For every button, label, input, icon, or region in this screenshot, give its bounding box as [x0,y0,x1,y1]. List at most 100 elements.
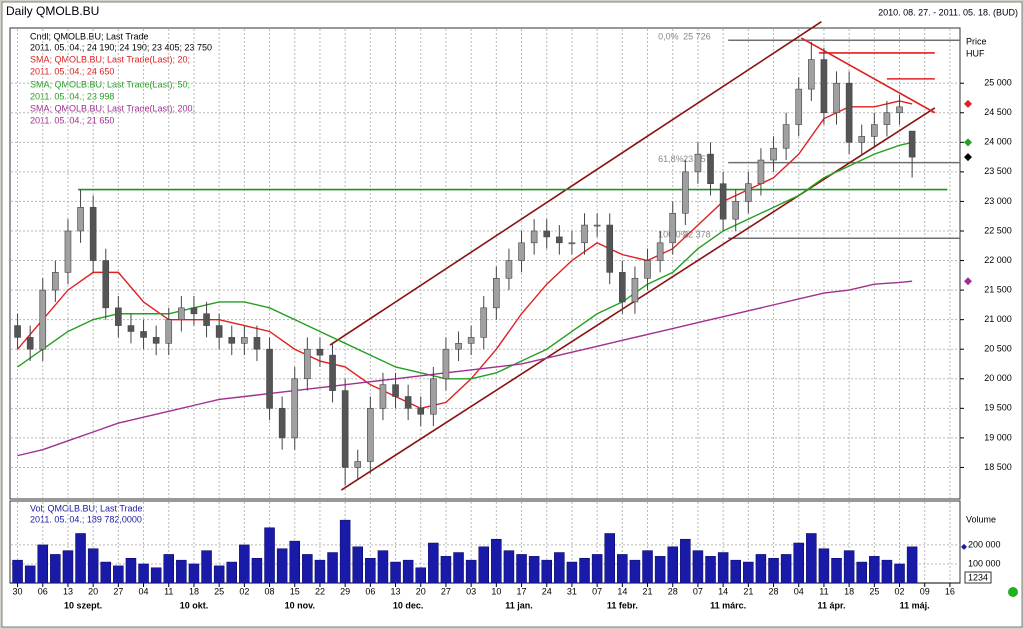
volume-bar [201,550,212,584]
legend-candle: Cndl; QMOLB.BU; Last Trade [30,31,149,41]
month-label: 10 szept. [64,600,102,610]
candle-body [64,230,72,273]
volume-bar [617,554,628,584]
candle-body [102,260,110,309]
volume-bar [717,552,729,584]
candle-body [606,224,614,273]
sma-line [17,280,913,457]
candle-body [782,124,790,149]
volume-bar [491,538,502,584]
x-tick-label: 13 [391,586,401,596]
legend-sma50: SMA; QMOLB.BU; Last Trade(Last); 50; [30,79,190,89]
volume-bar [239,544,250,584]
y-tick-label: 24 500 [984,107,1012,117]
x-tick-label: 06 [38,586,48,596]
candle-body [757,159,765,184]
candle-body [669,212,677,244]
volume-bar [390,561,401,584]
fib-level: 0,0% [658,32,679,42]
candle-body [820,59,828,114]
y-tick-label: 23 000 [984,196,1012,206]
volume-bar [881,559,893,584]
volume-bar [743,561,754,584]
volume-bar [566,561,578,584]
x-tick-label: 11 [164,586,173,596]
x-tick-label: 31 [567,586,577,596]
candle-body [455,343,462,350]
y-tick-label: 20 500 [984,344,1012,354]
x-tick-label: 21 [743,586,753,596]
volume-bar [793,542,804,584]
y-axis-label: Price [966,36,987,46]
volume-bar [62,550,74,584]
last-value-marker [964,153,972,162]
candle-body [115,307,122,326]
x-tick-label: 25 [214,586,224,596]
candle-body [707,153,714,184]
y-tick-label: 21 500 [984,284,1012,294]
y-tick-label: 19 000 [984,432,1012,442]
legend-sma20: SMA; QMOLB.BU; Last Trade(Last); 20; [30,54,190,64]
candle-body [467,337,475,344]
candle-body [404,396,412,409]
volume-axis-label: Volume [966,514,996,524]
candle-body [480,307,488,338]
window-title: Daily QMOLB.BU [6,4,99,18]
x-tick-label: 17 [517,586,527,596]
x-tick-label: 04 [139,586,149,596]
last-value-marker [964,138,972,147]
candle-body [656,242,664,261]
candle-body [152,337,160,344]
volume-badge: 1234 [968,572,988,582]
x-tick-label: 28 [769,586,779,596]
last-value-marker [961,543,967,550]
candle-body [568,242,576,245]
volume-bar [453,552,464,584]
candle-body [505,260,513,279]
candle-body [379,384,387,409]
volume-bar [188,563,200,584]
y-tick-label: 22 500 [984,225,1012,235]
volume-bar [528,556,540,584]
volume-bar [894,563,905,584]
volume-bar [150,567,162,584]
volume-bar [755,554,767,584]
candle-body [808,59,815,90]
candle-body [745,183,752,202]
candle-body [833,82,840,114]
volume-bar [176,559,187,584]
candle-body [883,112,891,125]
volume-bar [768,557,779,584]
x-tick-label: 09 [920,586,930,596]
fib-value: 25 726 [683,32,711,42]
x-tick-label: 14 [718,586,728,596]
candle-body [770,147,777,161]
volume-bar [856,561,867,584]
x-tick-label: 20 [88,586,98,596]
y-tick-label: 20 000 [984,373,1012,383]
candle-body [543,230,551,238]
candle-body [127,325,135,332]
x-tick-label: 10 [491,586,501,596]
volume-bar [478,546,489,584]
candle-body [228,337,236,344]
x-tick-label: 13 [63,586,73,596]
candle-body [694,153,702,173]
candle-body [871,124,878,137]
volume-bar [289,540,300,584]
x-tick-label: 11 [819,586,828,596]
candle-body [304,348,311,380]
date-range: 2010. 08. 27. - 2011. 05. 18. (BUD) [878,7,1018,17]
candle-body [178,307,185,320]
legend-sma200: SMA; QMOLB.BU; Last Trade(Last); 200; [30,103,195,113]
volume-bar [125,557,137,584]
x-tick-label: 02 [895,586,905,596]
candle-body [291,378,299,439]
volume-bar [264,527,275,584]
x-tick-label: 06 [365,586,375,596]
volume-bar [314,559,326,584]
price-panel [9,27,961,500]
candle-body [392,384,399,397]
x-tick-label: 08 [265,586,275,596]
volume-bar [226,561,238,584]
